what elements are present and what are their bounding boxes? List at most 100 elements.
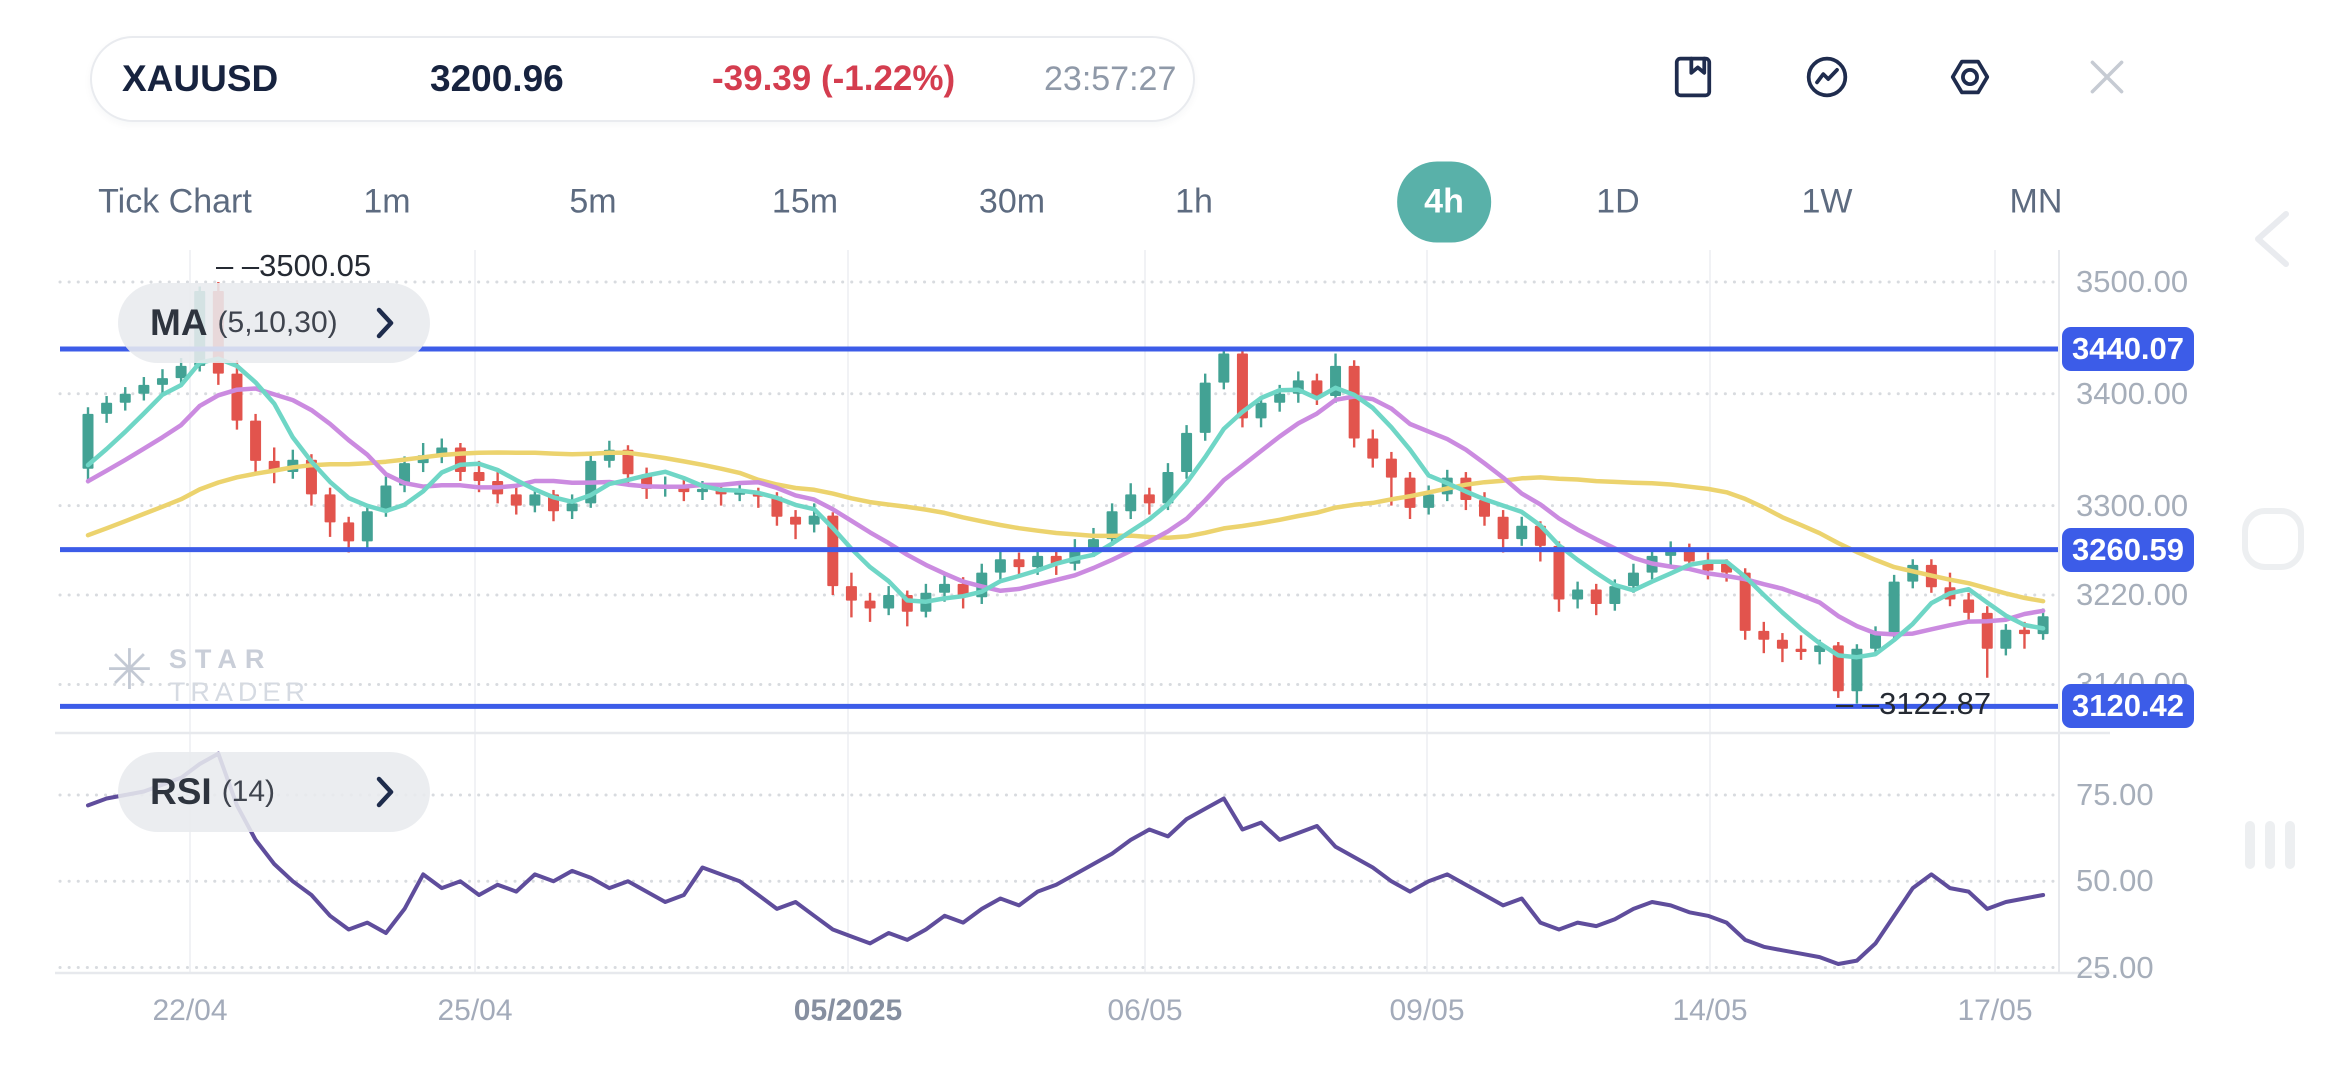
- candle-body: [1255, 402, 1267, 419]
- candle-body: [1758, 630, 1770, 640]
- symbol-label: XAUUSD: [122, 58, 279, 99]
- candle-body: [1851, 648, 1863, 692]
- candle-body: [156, 378, 168, 385]
- candle-body: [2018, 629, 2030, 635]
- candle-body: [1274, 393, 1286, 403]
- tab-15m[interactable]: 15m: [771, 182, 839, 221]
- tab-30m[interactable]: 30m: [978, 182, 1046, 221]
- candle-body: [1181, 432, 1193, 473]
- candle-body: [1795, 648, 1807, 653]
- candle-body: [1367, 438, 1379, 459]
- rsi-indicator-params: (14): [221, 775, 276, 808]
- candle-body: [1404, 477, 1416, 508]
- candle-body: [1348, 365, 1360, 439]
- rsi-line: [86, 751, 2046, 966]
- candle-body: [1199, 382, 1211, 433]
- candle-body: [1776, 639, 1788, 649]
- panel-chevron-left-icon[interactable]: [2244, 208, 2300, 272]
- candle-body: [473, 472, 485, 482]
- candle-body: [101, 402, 113, 414]
- candle-body: [1590, 589, 1602, 604]
- drag-handle-bars-icon[interactable]: [2242, 820, 2300, 870]
- candle-body: [994, 559, 1006, 573]
- tab-1h[interactable]: 1h: [1175, 182, 1213, 221]
- ma-indicator-name: MA: [150, 302, 208, 343]
- close-button[interactable]: [2082, 52, 2132, 102]
- tab-5m[interactable]: 5m: [569, 182, 617, 221]
- ma5-line: [85, 356, 2046, 660]
- tab-mn[interactable]: MN: [2009, 182, 2063, 221]
- candle-body: [1125, 494, 1137, 512]
- quote-header[interactable]: XAUUSD 3200.96 -39.39 (-1.22%) 23:57:27: [90, 36, 1195, 122]
- candle-body: [1627, 572, 1639, 587]
- bookmark-button[interactable]: [1668, 52, 1718, 102]
- candle-body: [566, 503, 578, 512]
- price-change: -39.39 (-1.22%): [712, 59, 956, 98]
- candle-body: [1497, 516, 1509, 540]
- ma30-line: [85, 450, 2046, 604]
- candle-body: [1218, 353, 1230, 383]
- indicators-button[interactable]: [1802, 52, 1852, 102]
- rsi-indicator-name: RSI: [150, 771, 212, 812]
- candle-body: [2037, 616, 2049, 635]
- bookmark-icon: [1674, 56, 1712, 98]
- candle-body: [175, 365, 187, 379]
- candle-body: [1609, 586, 1621, 604]
- candle-body: [1739, 572, 1751, 631]
- drawing-tools-icon[interactable]: [2240, 506, 2306, 572]
- candle-body: [1423, 494, 1435, 508]
- close-icon: [2090, 60, 2124, 94]
- candle-body: [529, 494, 541, 506]
- last-price: 3200.96: [430, 58, 564, 99]
- timeframe-tabs: Tick Chart 1m 5m 15m 30m 1h 4h 1D 1W MN: [0, 0, 2340, 260]
- candle-body: [939, 583, 951, 593]
- settings-button[interactable]: [1945, 52, 1995, 102]
- candle-body: [324, 494, 336, 523]
- ma10-line: [85, 386, 2046, 637]
- tab-1m[interactable]: 1m: [363, 182, 411, 221]
- candle-body: [82, 413, 94, 469]
- candle-body: [138, 384, 150, 394]
- candle-body: [1087, 539, 1099, 549]
- candle-body: [1385, 458, 1397, 478]
- candle-body: [1888, 581, 1900, 634]
- ma-indicator-pill[interactable]: MA (5,10,30): [118, 283, 430, 363]
- tab-4h[interactable]: 4h: [1397, 161, 1491, 243]
- candle-body: [231, 373, 243, 421]
- trend-circle-icon: [1806, 56, 1848, 98]
- candle-body: [1572, 589, 1584, 600]
- chevron-right-icon[interactable]: [372, 772, 398, 812]
- candle-body: [864, 600, 876, 609]
- candle-body: [845, 586, 857, 601]
- watermark-line2: TRADER: [168, 677, 310, 707]
- rsi-indicator-pill[interactable]: RSI (14): [118, 752, 430, 832]
- candle-body: [250, 420, 262, 461]
- candle-body: [1553, 545, 1565, 600]
- quote-time: 23:57:27: [1044, 59, 1177, 98]
- tab-tick-chart[interactable]: Tick Chart: [98, 182, 252, 221]
- candle-body: [510, 494, 522, 506]
- candle-body: [1143, 494, 1155, 504]
- candle-body: [1236, 353, 1248, 419]
- candle-body: [1162, 472, 1174, 504]
- candle-body: [119, 393, 131, 403]
- candle-body: [883, 595, 895, 609]
- candle-body: [622, 449, 634, 475]
- candle-body: [1516, 525, 1528, 540]
- star-logo-icon: ✳: [106, 638, 153, 701]
- candle-body: [1311, 380, 1323, 397]
- chevron-right-icon[interactable]: [372, 303, 398, 343]
- candle-body: [1963, 599, 1975, 613]
- candle-body: [343, 522, 355, 542]
- candle-body: [305, 459, 317, 495]
- candle-body: [2000, 629, 2012, 649]
- candle-body: [696, 488, 708, 493]
- ma-lines-layer: [85, 356, 2046, 660]
- candle-body: [380, 485, 392, 512]
- candle-body: [790, 516, 802, 525]
- candle-body: [771, 496, 783, 517]
- tab-1w[interactable]: 1W: [1801, 182, 1853, 221]
- tab-1d[interactable]: 1D: [1596, 182, 1640, 221]
